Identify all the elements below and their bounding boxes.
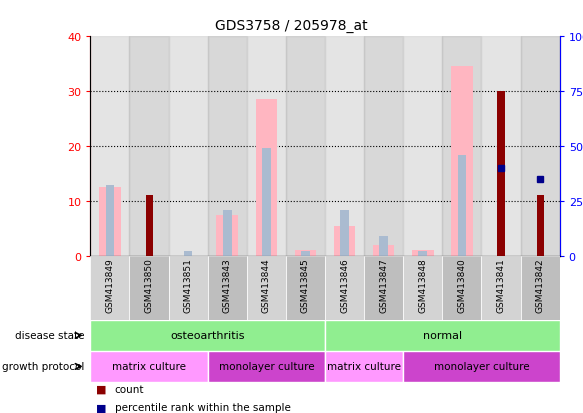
Text: monolayer culture: monolayer culture: [219, 361, 314, 372]
Bar: [373, 245, 395, 256]
Bar: [325, 256, 364, 320]
Text: GSM413849: GSM413849: [106, 258, 114, 313]
Bar: [521, 37, 560, 256]
Bar: [497, 92, 504, 256]
Bar: [325, 351, 403, 382]
Text: GDS3758 / 205978_at: GDS3758 / 205978_at: [215, 19, 368, 33]
Bar: [458, 155, 466, 256]
Bar: [325, 320, 560, 351]
Bar: [482, 256, 521, 320]
Text: GSM413842: GSM413842: [536, 258, 545, 313]
Text: GSM413844: GSM413844: [262, 258, 271, 313]
Bar: [99, 188, 121, 256]
Bar: [295, 251, 316, 256]
Bar: [536, 196, 543, 256]
Bar: [286, 256, 325, 320]
Bar: [419, 252, 427, 256]
Text: GSM413841: GSM413841: [497, 258, 505, 313]
Bar: [168, 37, 208, 256]
Bar: [340, 210, 349, 256]
Text: disease state: disease state: [15, 330, 85, 341]
Text: GSM413851: GSM413851: [184, 258, 192, 313]
Bar: [286, 37, 325, 256]
Text: osteoarthritis: osteoarthritis: [170, 330, 245, 341]
Text: ■: ■: [96, 384, 107, 394]
Bar: [129, 37, 168, 256]
Bar: [380, 236, 388, 256]
Bar: [247, 37, 286, 256]
Text: monolayer culture: monolayer culture: [434, 361, 529, 372]
Text: count: count: [115, 384, 145, 394]
Text: matrix culture: matrix culture: [327, 361, 401, 372]
Bar: [223, 210, 231, 256]
Bar: [184, 252, 192, 256]
Text: growth protocol: growth protocol: [2, 361, 85, 372]
Text: GSM413847: GSM413847: [379, 258, 388, 313]
Bar: [90, 351, 208, 382]
Text: GSM413845: GSM413845: [301, 258, 310, 313]
Bar: [90, 37, 129, 256]
Text: percentile rank within the sample: percentile rank within the sample: [115, 402, 291, 412]
Bar: [442, 37, 482, 256]
Bar: [412, 251, 434, 256]
Bar: [129, 256, 168, 320]
Text: ■: ■: [96, 402, 107, 412]
Text: GSM413846: GSM413846: [340, 258, 349, 313]
Bar: [106, 186, 114, 256]
Text: normal: normal: [423, 330, 462, 341]
Bar: [403, 256, 442, 320]
Bar: [208, 256, 247, 320]
Bar: [451, 67, 473, 256]
Text: matrix culture: matrix culture: [112, 361, 186, 372]
Bar: [403, 37, 442, 256]
Bar: [247, 256, 286, 320]
Bar: [403, 351, 560, 382]
Text: GSM413840: GSM413840: [458, 258, 466, 313]
Bar: [208, 37, 247, 256]
Bar: [208, 351, 325, 382]
Text: GSM413843: GSM413843: [223, 258, 232, 313]
Bar: [262, 149, 271, 256]
Text: GSM413848: GSM413848: [418, 258, 427, 313]
Bar: [146, 196, 153, 256]
Bar: [168, 256, 208, 320]
Bar: [90, 320, 325, 351]
Bar: [255, 100, 277, 256]
Bar: [442, 256, 482, 320]
Text: GSM413850: GSM413850: [145, 258, 153, 313]
Bar: [90, 256, 129, 320]
Bar: [521, 256, 560, 320]
Bar: [216, 215, 238, 256]
Bar: [334, 226, 355, 256]
Bar: [325, 37, 364, 256]
Bar: [364, 37, 403, 256]
Bar: [482, 37, 521, 256]
Bar: [364, 256, 403, 320]
Bar: [301, 252, 310, 256]
